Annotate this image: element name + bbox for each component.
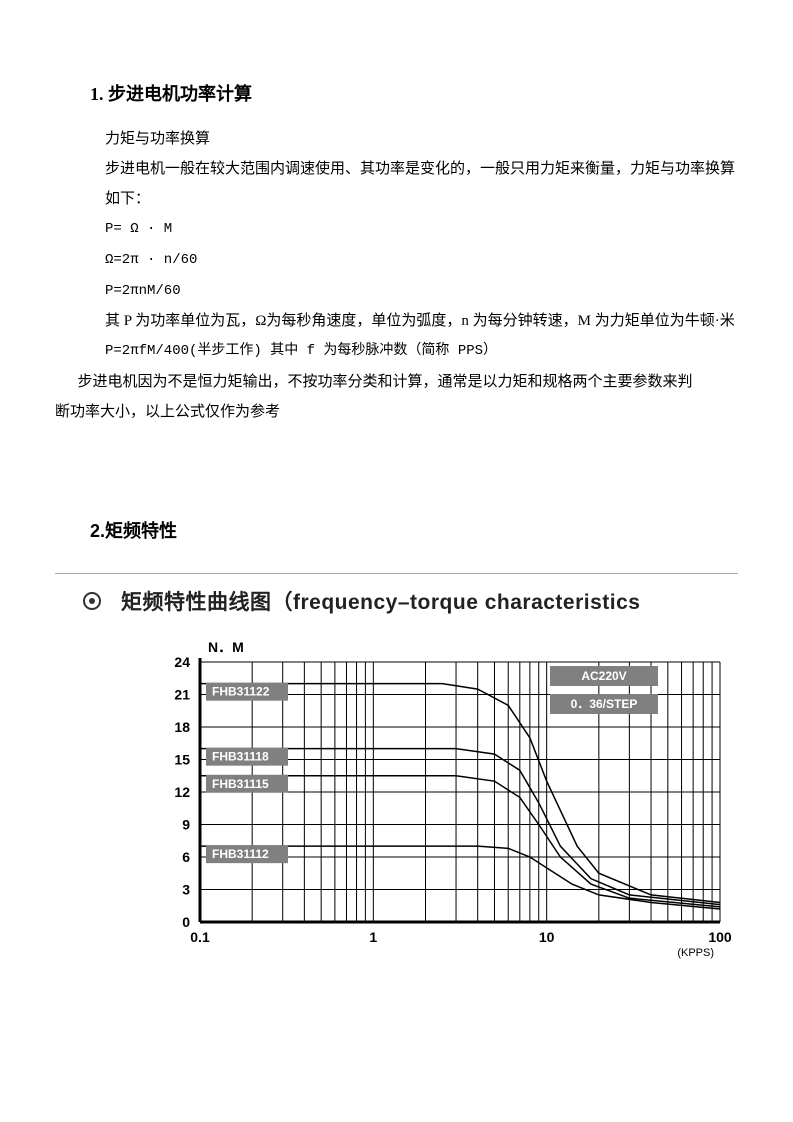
svg-text:(KPPS): (KPPS): [677, 947, 714, 959]
chart-container: 矩频特性曲线图（frequency–torque characteristics…: [55, 573, 738, 969]
section1-explain: 其 P 为功率单位为瓦，Ω为每秒角速度，单位为弧度，n 为每分钟转速，M 为力矩…: [105, 306, 738, 336]
svg-text:1: 1: [369, 929, 377, 945]
svg-text:FHB31115: FHB31115: [212, 777, 269, 791]
chart-title: 矩频特性曲线图（frequency–torque characteristics: [121, 586, 640, 616]
svg-text:0: 0: [182, 914, 190, 930]
svg-text:N．M: N．M: [208, 639, 244, 655]
svg-text:FHB31122: FHB31122: [212, 685, 270, 699]
equation-p-omega-m: P= Ω · M: [105, 214, 738, 245]
svg-text:15: 15: [174, 752, 190, 768]
equation-p-fm: P=2πfM/400(半步工作) 其中 f 为每秒脉冲数（简称 PPS）: [105, 336, 738, 367]
svg-text:9: 9: [182, 817, 190, 833]
section1-note-line2: 断功率大小，以上公式仅作为参考: [55, 397, 738, 427]
chart-plot-area: 0 3 6 9 12 15 18 21 24 0.1 1 10 100 N．M (KPPS) FHB31122…: [145, 634, 738, 969]
svg-text:18: 18: [174, 719, 190, 735]
svg-text:21: 21: [174, 687, 190, 703]
svg-text:24: 24: [174, 654, 190, 670]
svg-text:3: 3: [182, 882, 190, 898]
section1-note-line1: 步进电机因为不是恒力矩输出，不按功率分类和计算，通常是以力矩和规格两个主要参数来…: [55, 367, 738, 397]
svg-text:12: 12: [174, 784, 190, 800]
svg-text:FHB31112: FHB31112: [212, 847, 269, 861]
svg-text:AC220V: AC220V: [581, 669, 626, 683]
section1-heading: 1. 步进电机功率计算: [90, 80, 738, 106]
svg-text:FHB31118: FHB31118: [212, 750, 269, 764]
svg-text:100: 100: [708, 929, 732, 945]
section1-intro: 步进电机一般在较大范围内调速使用、其功率是变化的，一般只用力矩来衡量，力矩与功率…: [105, 154, 738, 214]
equation-p-nm: P=2πnM/60: [105, 276, 738, 307]
bullet-icon: [83, 592, 101, 610]
chart-title-row: 矩频特性曲线图（frequency–torque characteristics: [83, 586, 738, 616]
svg-text:10: 10: [539, 929, 555, 945]
equation-omega: Ω=2π · n/60: [105, 245, 738, 276]
svg-text:0．36/STEP: 0．36/STEP: [571, 697, 638, 711]
svg-text:6: 6: [182, 849, 190, 865]
svg-text:0.1: 0.1: [190, 929, 210, 945]
frequency-torque-chart: 0 3 6 9 12 15 18 21 24 0.1 1 10 100 N．M (KPPS) FHB31122…: [145, 634, 745, 964]
section2-heading: 2.矩频特性: [90, 517, 738, 543]
section1-subtitle: 力矩与功率换算: [105, 124, 738, 154]
